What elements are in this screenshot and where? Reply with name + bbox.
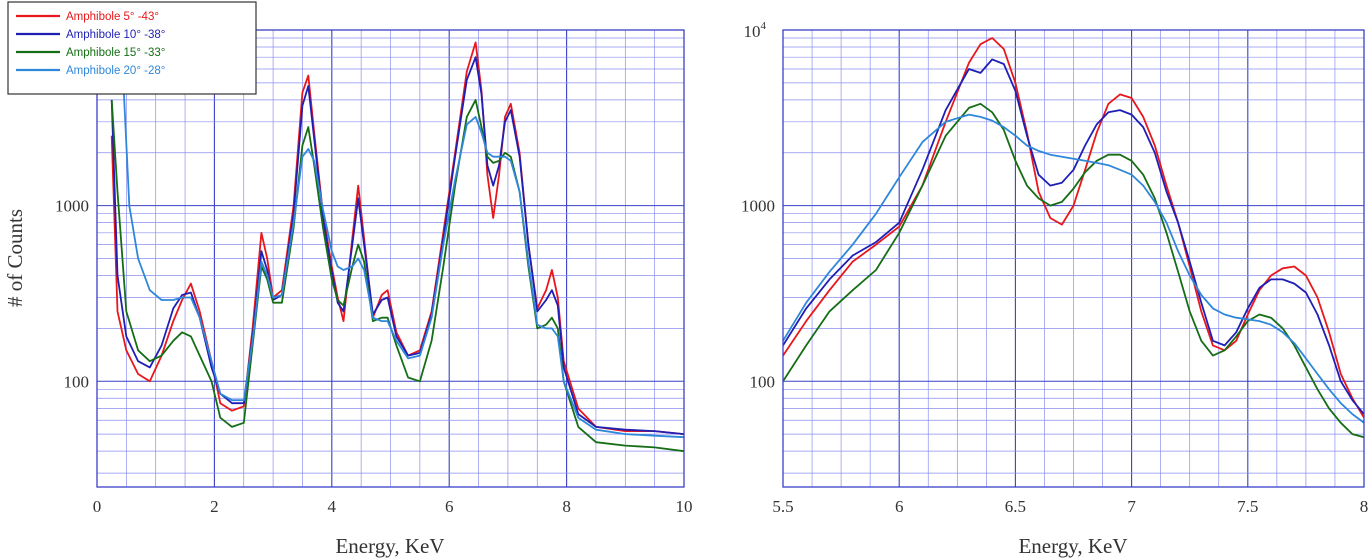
x-tick-label: 6.5 — [1005, 497, 1026, 516]
legend-label: Amphibole 15° -33° — [66, 47, 165, 59]
legend-box — [7, 1, 257, 95]
x-tick-label: 4 — [328, 497, 337, 516]
series-line-2 — [110, 56, 684, 435]
y-tick-label: 100 — [750, 372, 776, 391]
left-plot-frame — [96, 29, 685, 488]
left-tick-labels: 0 2 4 6 8 10 100 1000 — [55, 197, 693, 516]
x-tick-label: 6 — [895, 497, 904, 516]
x-tick-label: 8 — [562, 497, 571, 516]
left-chart: 0 2 4 6 8 10 100 1000 Energy, KeV # of Counts A… — [3, 1, 693, 558]
right-top-y-tick: 104 — [744, 20, 767, 41]
y-tick-label: 1000 — [55, 197, 89, 216]
x-tick-label: 8 — [1360, 497, 1369, 516]
right-chart: 5.5 6 6.5 7 7.5 8 100 1000 104 Energy, KeV — [741, 20, 1368, 558]
right-series-group — [783, 37, 1364, 439]
legend-label: Amphibole 20° -28° — [66, 65, 165, 77]
right-tick-labels: 5.5 6 6.5 7 7.5 8 100 1000 — [741, 197, 1368, 516]
series-line-4 — [783, 113, 1364, 424]
y-tick-label: 1000 — [741, 197, 775, 216]
y-tick-label: 100 — [64, 372, 90, 391]
series-line-3 — [783, 102, 1364, 439]
right-top-y-tick-base: 10 — [744, 22, 761, 41]
series-line-4 — [116, 37, 684, 439]
legend-label: Amphibole 5° -43° — [66, 11, 159, 23]
left-y-axis-label: # of Counts — [3, 209, 27, 307]
left-grid — [97, 30, 684, 487]
left-legend: Amphibole 5° -43° Amphibole 10° -38° Amphi… — [7, 1, 257, 95]
x-tick-label: 2 — [210, 497, 219, 516]
left-x-axis-label: Energy, KeV — [335, 534, 444, 558]
series-line-1 — [110, 41, 684, 435]
x-tick-label: 7.5 — [1237, 497, 1258, 516]
left-series-group — [110, 37, 684, 453]
x-tick-label: 10 — [676, 497, 693, 516]
x-tick-label: 7 — [1127, 497, 1136, 516]
series-line-2 — [783, 58, 1364, 415]
right-top-y-tick-exponent: 4 — [761, 20, 767, 32]
x-tick-label: 5.5 — [772, 497, 793, 516]
x-tick-label: 0 — [93, 497, 102, 516]
legend-label: Amphibole 10° -38° — [66, 29, 165, 41]
x-tick-label: 6 — [445, 497, 454, 516]
right-x-axis-label: Energy, KeV — [1018, 534, 1127, 558]
right-grid — [783, 30, 1364, 487]
right-plot-frame — [782, 29, 1365, 488]
